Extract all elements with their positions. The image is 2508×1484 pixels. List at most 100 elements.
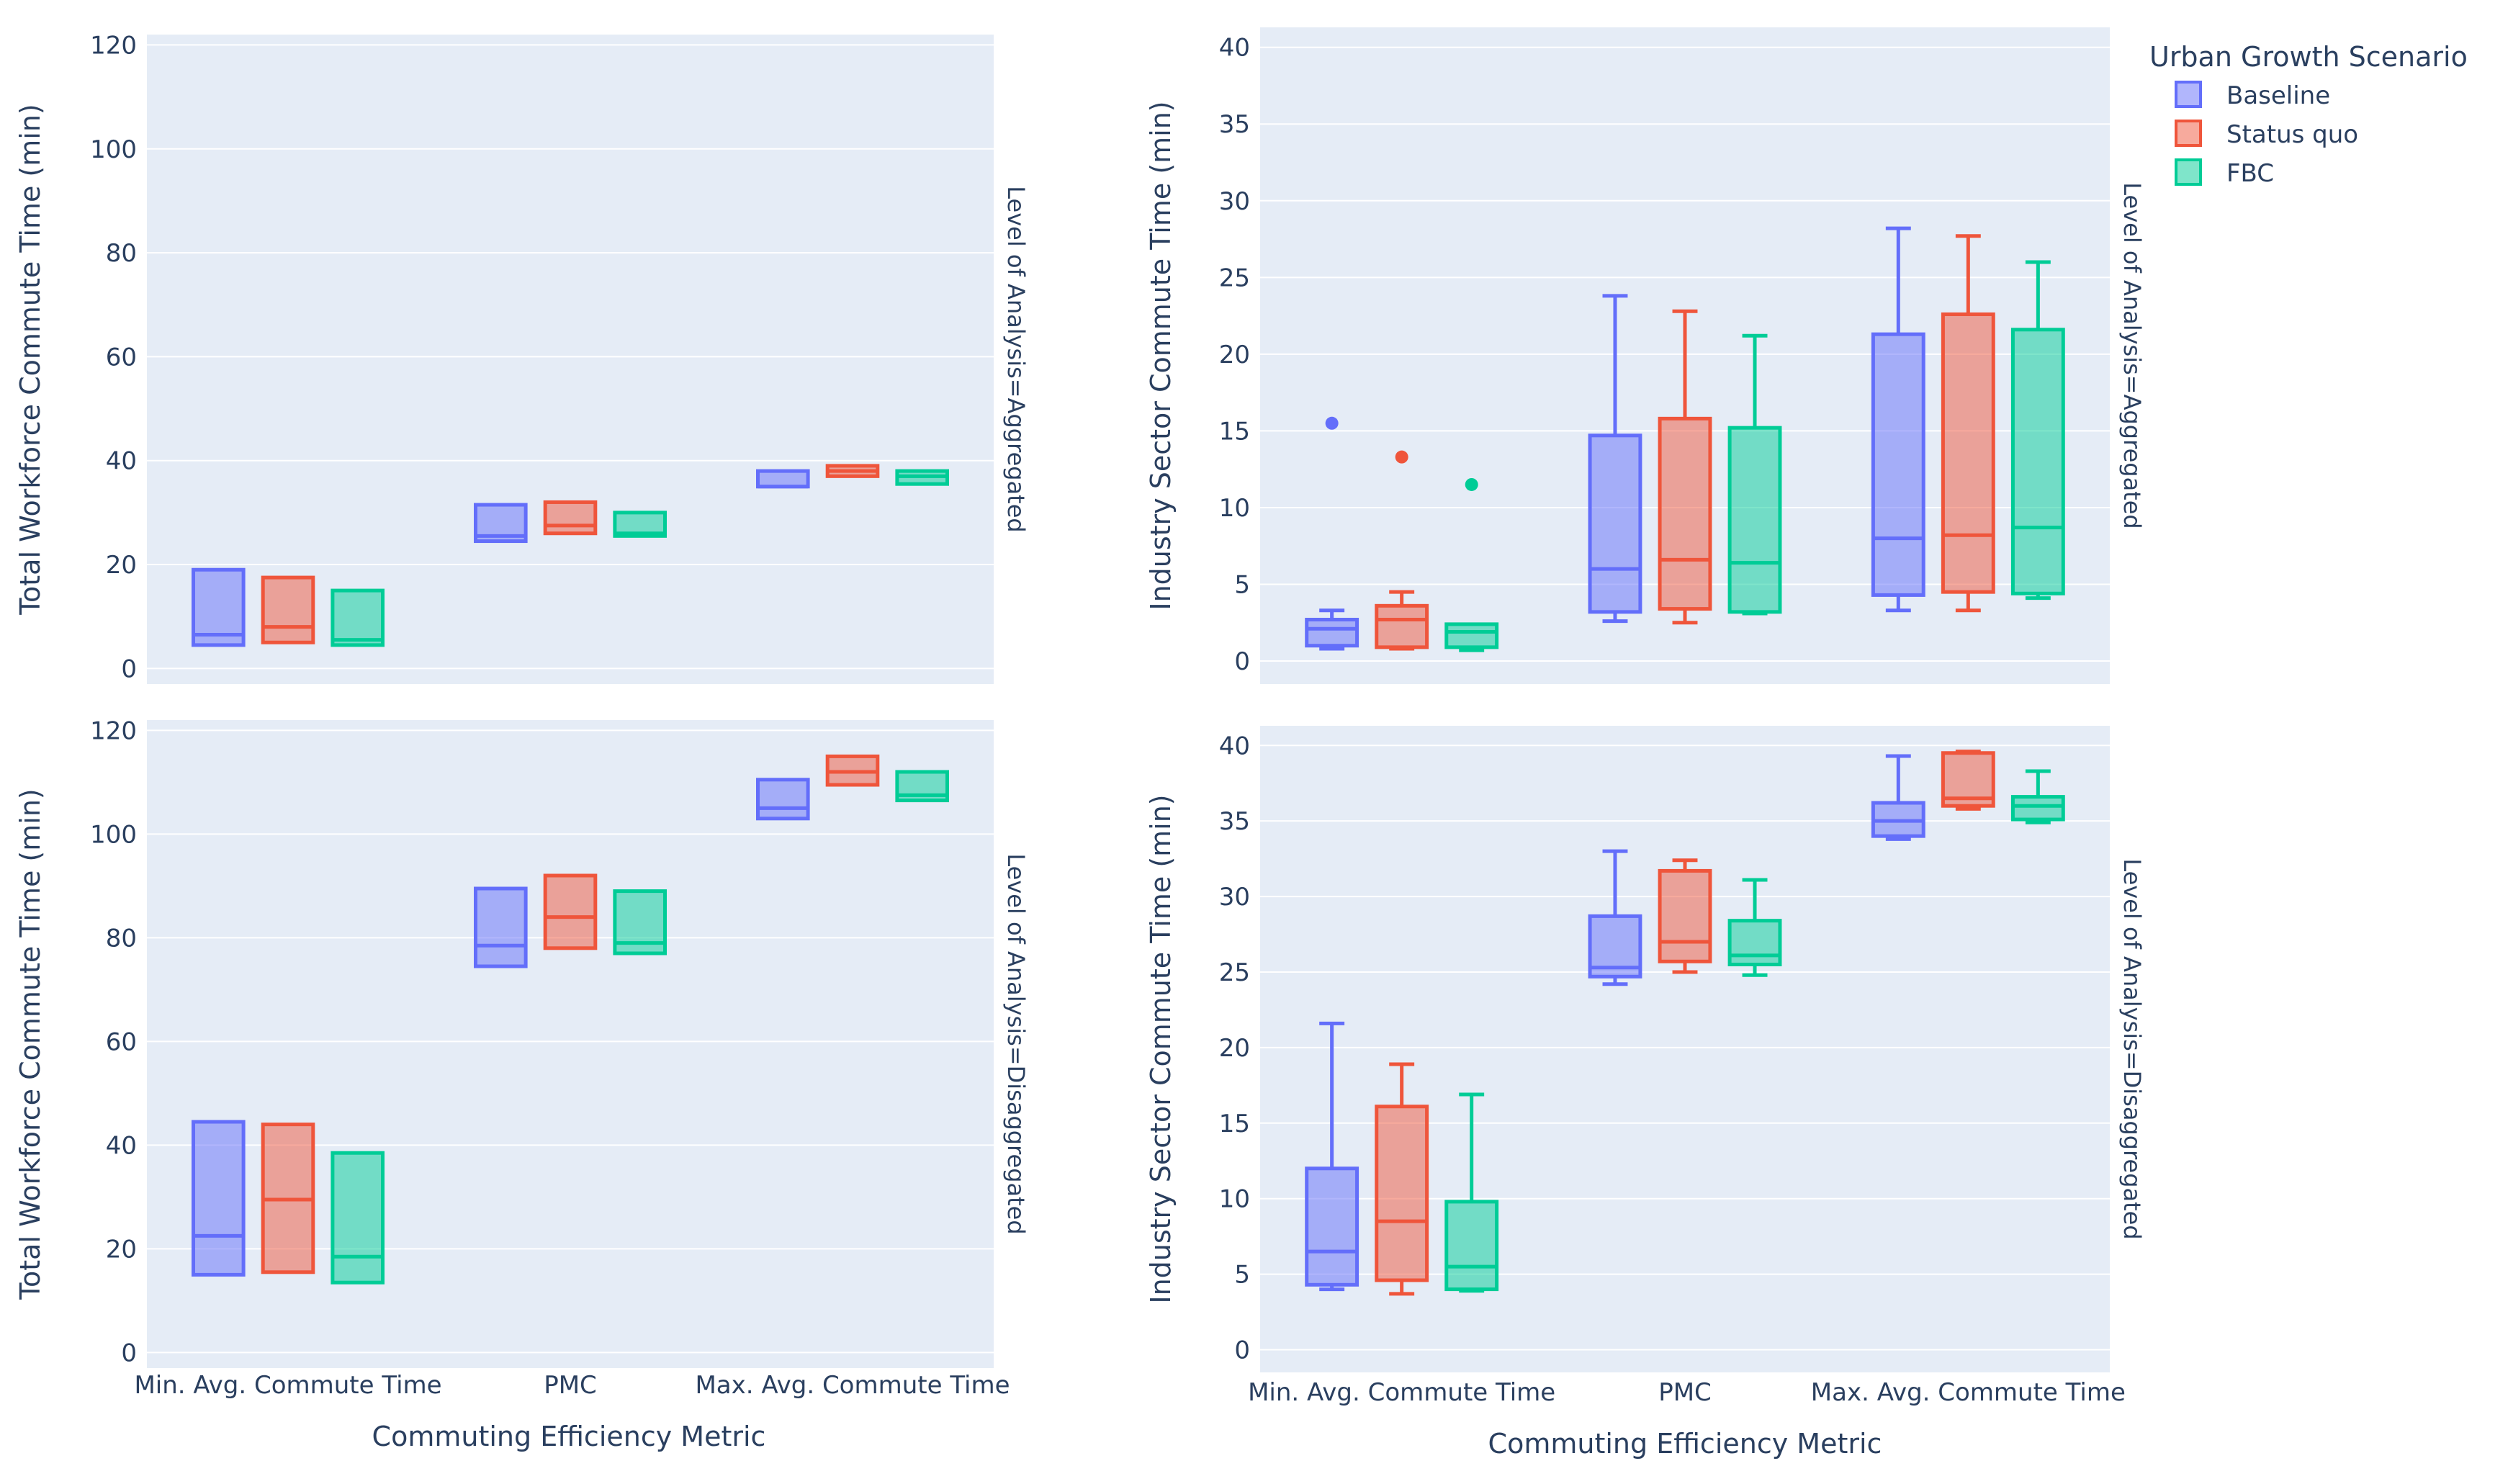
box-iqr xyxy=(191,1120,246,1277)
x-axis-title-left: Commuting Efficiency Metric xyxy=(372,1421,766,1452)
box-baseline xyxy=(755,469,810,489)
subplot-bl: 0 20 40 60 80 100 120 Total Workforce Commute T… xyxy=(14,716,1030,1400)
box-status-quo xyxy=(825,754,880,787)
box-iqr xyxy=(1727,426,1782,614)
y-tick-label: 100 xyxy=(90,820,137,849)
box-baseline xyxy=(473,503,528,544)
y-tick-label: 5 xyxy=(1234,570,1250,599)
box-status-quo xyxy=(1658,858,1712,974)
box-iqr xyxy=(543,873,598,950)
y-tick-label: 25 xyxy=(1219,264,1250,292)
box-fbc xyxy=(1727,333,1782,616)
y-tick-label: 40 xyxy=(106,1131,137,1160)
legend-label: FBC xyxy=(2226,159,2274,188)
y-tick-label: 0 xyxy=(1234,1336,1250,1365)
box-iqr xyxy=(1375,603,1429,649)
box-iqr xyxy=(1444,622,1499,649)
box-fbc xyxy=(331,588,385,647)
y-tick-label: 20 xyxy=(1219,1034,1250,1063)
x-tick-label: Min. Avg. Commute Time xyxy=(134,1371,441,1400)
legend-swatch xyxy=(2175,81,2202,108)
y-axis-title: Industry Sector Commute Time (min) xyxy=(1145,101,1177,610)
box-baseline xyxy=(1588,849,1642,986)
facet-label: Level of Analysis=Disaggregated xyxy=(1002,853,1030,1234)
box-iqr xyxy=(755,778,810,821)
y-tick-label: 30 xyxy=(1219,187,1250,216)
box-fbc xyxy=(1727,878,1782,977)
legend-item-fbc: FBC xyxy=(2175,158,2274,188)
box-iqr xyxy=(1658,868,1712,963)
legend-label: Baseline xyxy=(2226,81,2330,110)
y-tick-label: 10 xyxy=(1219,1185,1250,1214)
box-iqr xyxy=(1941,312,1995,594)
outlier-point xyxy=(1395,450,1408,464)
box-iqr xyxy=(1727,919,1782,967)
legend: Urban Growth Scenario Baseline Status quo… xyxy=(2149,41,2468,188)
box-iqr xyxy=(1375,1105,1429,1282)
subplot-tr: 0 5 10 15 20 25 30 35 40 Industry Sector Commute … xyxy=(1145,27,2146,684)
outlier-point xyxy=(1465,477,1478,491)
box-status-quo xyxy=(1658,309,1712,625)
subplot-br: 0 5 10 15 20 25 30 35 40 Industry Sector Commute … xyxy=(1145,726,2146,1407)
y-tick-label: 60 xyxy=(106,1027,137,1056)
y-tick-label: 0 xyxy=(1234,647,1250,676)
box-iqr xyxy=(755,469,810,489)
y-tick-label: 20 xyxy=(1219,341,1250,369)
y-tick-label: 120 xyxy=(90,716,137,745)
box-fbc xyxy=(895,469,950,486)
y-tick-label: 20 xyxy=(106,551,137,580)
y-tick-label: 35 xyxy=(1219,807,1250,836)
y-tick-label: 0 xyxy=(121,655,137,683)
box-status-quo xyxy=(543,500,598,536)
box-iqr xyxy=(2010,328,2065,595)
box-baseline xyxy=(1588,294,1642,624)
box-status-quo xyxy=(543,873,598,950)
box-iqr xyxy=(1588,433,1642,614)
facet-label: Level of Analysis=Aggregated xyxy=(2118,182,2146,529)
box-baseline xyxy=(1305,1021,1359,1292)
box-status-quo xyxy=(261,575,315,644)
box-iqr xyxy=(331,1151,385,1285)
facet-label: Level of Analysis=Disaggregated xyxy=(2118,858,2146,1239)
box-baseline xyxy=(1305,416,1359,651)
box-iqr xyxy=(261,575,315,644)
box-fbc xyxy=(1444,477,1499,652)
box-iqr xyxy=(1871,332,1925,597)
y-axis-title: Total Workforce Commute Time (min) xyxy=(14,104,46,615)
box-baseline xyxy=(1871,754,1925,841)
y-tick-label: 25 xyxy=(1219,958,1250,987)
y-tick-label: 80 xyxy=(106,239,137,268)
box-status-quo xyxy=(1375,450,1429,651)
box-iqr xyxy=(1305,618,1359,648)
legend-item-status-quo: Status quo xyxy=(2175,120,2358,149)
box-baseline xyxy=(191,1120,246,1277)
box-iqr xyxy=(331,588,385,647)
y-tick-label: 15 xyxy=(1219,417,1250,446)
y-tick-label: 35 xyxy=(1219,110,1250,139)
outlier-point xyxy=(1325,416,1339,430)
box-fbc xyxy=(2010,769,2065,824)
y-tick-label: 0 xyxy=(121,1339,137,1367)
box-baseline xyxy=(755,778,810,821)
y-tick-label: 15 xyxy=(1219,1110,1250,1138)
legend-label: Status quo xyxy=(2226,120,2358,149)
y-tick-label: 40 xyxy=(106,447,137,476)
y-tick-label: 60 xyxy=(106,343,137,372)
y-tick-label: 5 xyxy=(1234,1261,1250,1290)
box-iqr xyxy=(473,886,528,968)
box-fbc xyxy=(331,1151,385,1285)
y-axis-title: Industry Sector Commute Time (min) xyxy=(1145,794,1177,1303)
box-baseline xyxy=(191,567,246,647)
x-tick-label: Min. Avg. Commute Time xyxy=(1248,1378,1555,1407)
box-fbc xyxy=(895,770,950,803)
y-tick-label: 100 xyxy=(90,135,137,164)
y-tick-label: 40 xyxy=(1219,34,1250,63)
box-iqr xyxy=(1658,416,1712,611)
y-tick-label: 120 xyxy=(90,31,137,60)
subplot-tl: 0 20 40 60 80 100 120 Total Workforce Commute T… xyxy=(14,31,1030,684)
box-iqr xyxy=(1444,1200,1499,1292)
box-status-quo xyxy=(825,464,880,478)
box-iqr xyxy=(191,567,246,647)
box-fbc xyxy=(2010,260,2065,601)
